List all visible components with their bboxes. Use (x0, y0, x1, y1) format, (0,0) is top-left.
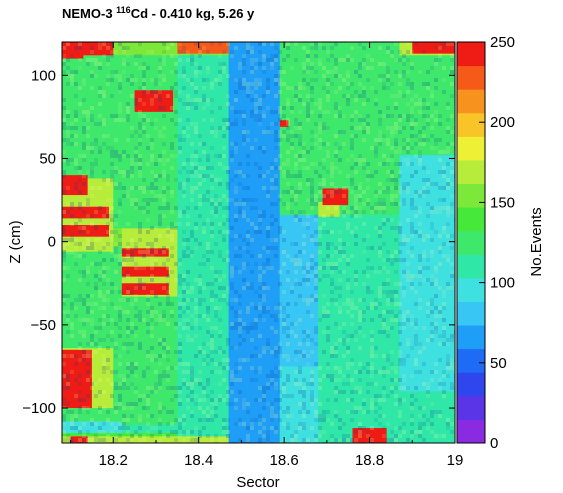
colorbar-segment-10 (457, 183, 485, 208)
colorbar-tick-label-2: 100 (490, 275, 515, 292)
heatmap-cell-20 (66, 42, 114, 56)
x-tick-label-4: 19 (447, 452, 464, 469)
x-axis-label: Sector (236, 474, 279, 491)
colorbar-tick-label-0: 0 (490, 435, 498, 452)
colorbar-segment-4 (457, 325, 485, 350)
plot-area (62, 42, 455, 443)
heatmap-cell-30 (121, 283, 169, 295)
plot-frame (61, 41, 456, 444)
heatmap-cell-23 (134, 90, 174, 112)
heatmap-cell-25 (62, 175, 88, 196)
x-axis: 18.2 18.4 18.6 18.8 19 (70, 42, 464, 469)
x-tick-label-2: 18.6 (270, 452, 299, 469)
y-tick-label-1: 50 (39, 150, 56, 167)
colorbar-segment-8 (457, 230, 485, 255)
colorbar (457, 42, 485, 444)
colorbar-segment-1 (457, 395, 485, 420)
colorbar-tick-label-1: 50 (490, 355, 507, 372)
colorbar-segment-16 (457, 42, 485, 67)
heatmap-cell-18 (62, 436, 229, 443)
heatmap-cell-31 (322, 188, 349, 206)
colorbar-segment-11 (457, 159, 485, 185)
y-axis: 100 50 0 −50 −100 (22, 67, 455, 417)
colorbar-tick-label-3: 150 (490, 194, 515, 211)
colorbar-segment-9 (457, 207, 485, 232)
heatmap-cell-28 (121, 248, 169, 257)
colorbar-segment-13 (457, 112, 485, 137)
heatmap-cell-12 (318, 201, 340, 217)
colorbar-segment-7 (457, 254, 485, 279)
chart-title-superscript: 116 (116, 5, 131, 15)
heatmap-cell-4 (399, 391, 455, 443)
x-tick-label-3: 18.8 (355, 452, 384, 469)
y-tick-label-0: 100 (31, 67, 56, 84)
heatmap-cell-21 (177, 42, 229, 54)
colorbar-frame (456, 41, 486, 444)
y-tick-label-4: −100 (22, 400, 56, 417)
heatmap-cell-22 (412, 42, 455, 54)
heatmap-cell-3 (399, 42, 455, 156)
heatmap-cell-27 (62, 225, 109, 237)
colorbar-axis: 0 50 100 150 200 250 (479, 34, 515, 452)
colorbar-segment-2 (457, 372, 485, 397)
colorbar-segment-5 (457, 301, 485, 326)
y-axis-label: Z (cm) (7, 220, 24, 263)
heatmap-cell-1 (279, 366, 319, 443)
colorbar-label: No.Events (528, 207, 545, 276)
heatmap-cell-29 (121, 266, 169, 277)
heatmap-cell-24 (62, 349, 92, 409)
y-tick-label-3: −50 (31, 317, 56, 334)
colorbar-segment-15 (457, 65, 485, 90)
colorbar-segment-14 (457, 89, 485, 114)
heatmap-cell-32 (352, 428, 387, 443)
heatmap-column-2 (177, 42, 229, 443)
chart-title-suffix: Cd - 0.410 kg, 5.26 y (131, 6, 255, 21)
x-tick-label-0: 18.2 (99, 452, 128, 469)
chart-title-prefix: NEMO-3 (62, 6, 116, 21)
heatmap-column-3 (228, 42, 280, 443)
heatmap-cell-33 (70, 436, 88, 443)
chart-title: NEMO-3 116Cd - 0.410 kg, 5.26 y (62, 5, 255, 21)
colorbar-segment-0 (457, 419, 485, 444)
colorbar-tick-label-4: 200 (490, 114, 515, 131)
colorbar-segment-6 (457, 277, 485, 302)
colorbar-tick-label-5: 250 (490, 34, 515, 51)
heatmap-cell-2 (318, 42, 400, 216)
heatmap-cell-0 (279, 42, 319, 216)
x-tick-label-1: 18.4 (184, 452, 213, 469)
colorbar-segment-3 (457, 348, 485, 373)
heatmap-cell-26 (62, 206, 109, 219)
heatmap-cell-34 (279, 120, 289, 127)
y-tick-label-2: 0 (48, 234, 56, 251)
noise-texture (62, 42, 455, 443)
colorbar-segment-12 (457, 136, 485, 161)
